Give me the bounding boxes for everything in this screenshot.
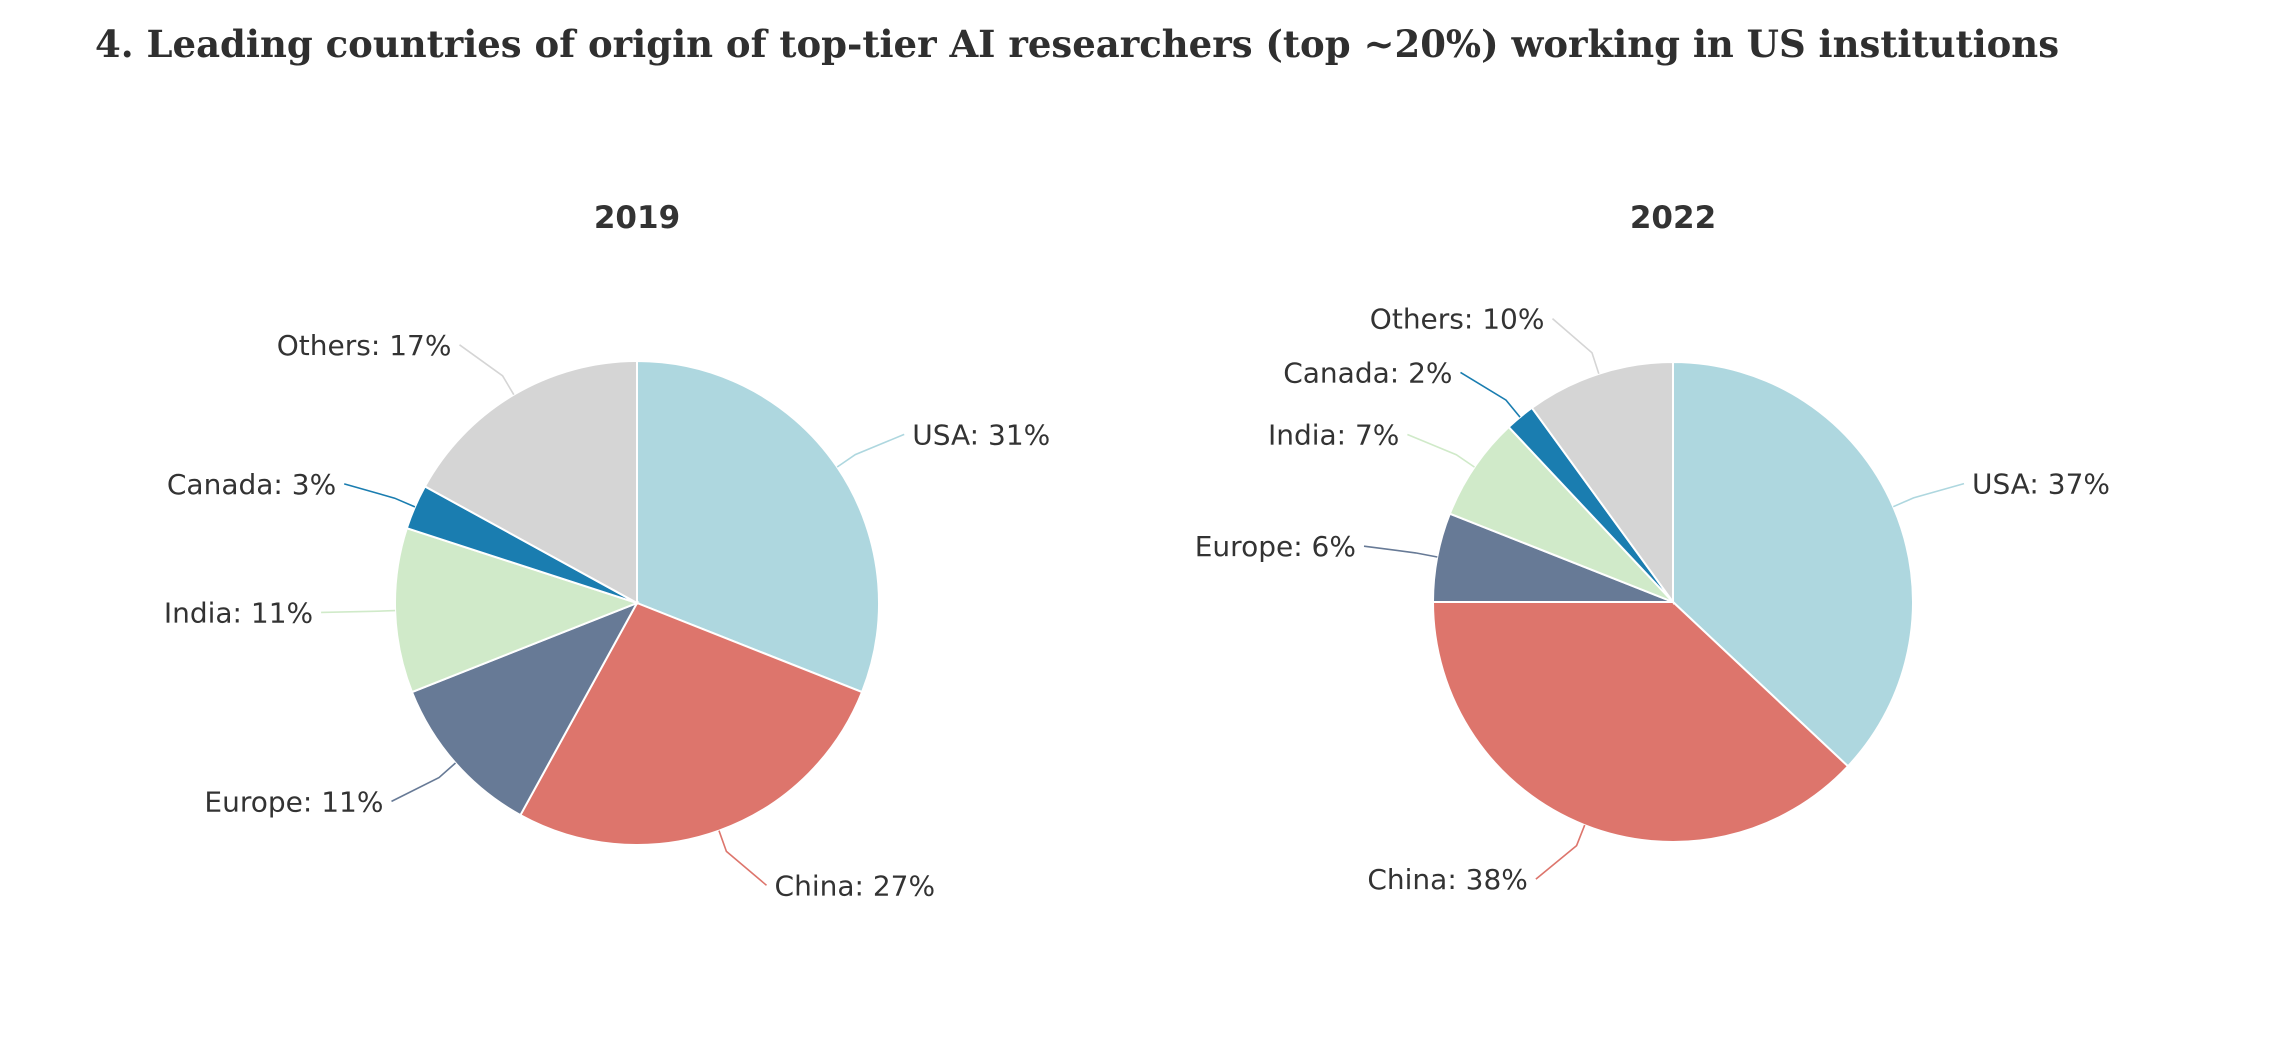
pie-slice-2019-europe <box>410 601 640 817</box>
pie-slice-2019-china <box>519 601 864 846</box>
slice-label-2022-europe: Europe: 6% <box>1195 530 1356 563</box>
leader-line-2022-others <box>1551 317 1600 374</box>
slice-label-2022-india: India: 7% <box>1268 418 1399 451</box>
leader-line-2022-europe <box>1363 545 1438 558</box>
slice-label-2019-india: India: 11% <box>164 596 313 629</box>
leader-line-2022-canada <box>1460 371 1521 418</box>
leader-line-2019-europe <box>391 762 457 803</box>
leader-line-2022-china <box>1535 824 1586 880</box>
slice-label-2019-others: Others: 17% <box>277 329 452 362</box>
slice-label-2022-canada: Canada: 2% <box>1283 356 1452 389</box>
pie-2022: 2022 USA: 37% China: 38% Europe: 6% India: 7… <box>1195 200 2110 896</box>
pie-slice-2022-china <box>1431 601 1850 843</box>
slice-label-2022-others: Others: 10% <box>1370 303 1545 336</box>
pie-slice-2022-india <box>1448 425 1674 603</box>
pie-slice-2019-india <box>393 526 640 694</box>
slice-label-2022-usa: USA: 37% <box>1972 468 2110 501</box>
slice-label-2019-canada: Canada: 3% <box>167 468 336 501</box>
slice-label-2019-europe: Europe: 11% <box>204 785 383 818</box>
leader-line-2019-usa <box>836 433 905 468</box>
pie-slice-2022-others <box>1530 360 1674 606</box>
leader-line-2019-china <box>718 830 768 886</box>
pie-title-2022: 2022 <box>1630 200 1716 236</box>
leader-line-2022-india <box>1407 433 1475 468</box>
pie-title-2019: 2019 <box>594 200 680 236</box>
pie-slice-2019-usa <box>636 359 880 694</box>
leader-line-2019-canada <box>343 483 416 508</box>
pie-slice-2022-usa <box>1672 360 1914 768</box>
slice-label-2019-china: China: 27% <box>775 869 936 902</box>
chart-title: 4. Leading countries of origin of top-ti… <box>95 22 2060 66</box>
pie-2019: 2019 USA: 31% China: 27% Europe: 11% India: … <box>164 200 1050 902</box>
leader-line-2019-india <box>321 609 396 614</box>
leader-line-2022-usa <box>1892 482 1965 508</box>
slice-label-2019-usa: USA: 31% <box>912 418 1050 451</box>
leader-line-2019-others <box>459 344 515 396</box>
pie-slice-2019-others <box>423 359 638 605</box>
slice-label-2022-china: China: 38% <box>1367 863 1528 896</box>
